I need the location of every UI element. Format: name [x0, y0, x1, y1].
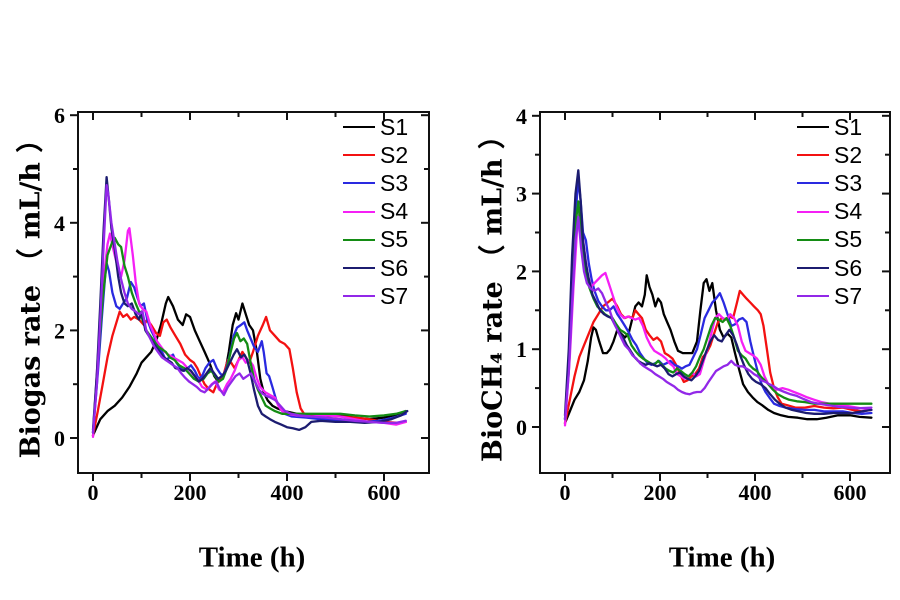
y-tick-label: 2 — [54, 318, 65, 343]
axis-frame — [77, 111, 430, 474]
legend-line-icon — [797, 154, 829, 157]
biogas-legend: S1 S2 S3 S4 S5 S6 S7 — [343, 113, 408, 310]
y-tick-label: 4 — [516, 104, 527, 129]
legend-item-s4: S4 — [797, 198, 862, 226]
legend-line-icon — [797, 126, 829, 129]
legend-line-icon — [343, 182, 375, 185]
legend-line-icon — [797, 182, 829, 185]
legend-item-s4: S4 — [343, 198, 408, 226]
x-tick-label: 0 — [560, 480, 571, 505]
legend-label: S4 — [380, 198, 409, 225]
biogas-x-axis-title: Time (h) — [198, 541, 306, 574]
legend-line-icon — [797, 295, 829, 298]
y-tick-label: 1 — [516, 337, 527, 362]
x-tick-label: 200 — [644, 480, 677, 505]
legend-item-s1: S1 — [797, 113, 862, 141]
legend-item-s5: S5 — [343, 226, 408, 254]
legend-item-s7: S7 — [797, 282, 862, 310]
legend-line-icon — [343, 210, 375, 213]
x-tick-label: 400 — [271, 480, 304, 505]
axis-frame — [539, 111, 891, 474]
legend-item-s2: S2 — [343, 141, 408, 169]
legend-label: S2 — [380, 141, 409, 168]
legend-item-s5: S5 — [797, 226, 862, 254]
x-tick-label: 600 — [834, 480, 867, 505]
series-line-s7 — [563, 215, 873, 421]
bioch4-legend: S1 S2 S3 S4 S5 S6 S7 — [797, 113, 862, 310]
legend-line-icon — [343, 126, 375, 129]
series-line-s1 — [563, 274, 873, 425]
y-tick-label: 4 — [54, 211, 65, 236]
series-line-s3 — [563, 176, 873, 421]
x-tick-label: 400 — [739, 480, 772, 505]
y-tick-label: 6 — [54, 103, 65, 128]
legend-label: S7 — [834, 282, 863, 309]
legend-item-s6: S6 — [797, 254, 862, 282]
series-line-s7 — [91, 183, 407, 434]
legend-label: S5 — [834, 226, 863, 253]
y-tick-label: 0 — [516, 415, 527, 440]
legend-item-s1: S1 — [343, 113, 408, 141]
legend-item-s2: S2 — [797, 141, 862, 169]
y-tick-label: 3 — [516, 182, 527, 207]
legend-item-s7: S7 — [343, 282, 408, 310]
legend-label: S4 — [834, 198, 863, 225]
legend-label: S6 — [380, 254, 409, 281]
series-line-s6 — [91, 175, 409, 432]
y-tick-label: 0 — [54, 426, 65, 451]
legend-line-icon — [343, 295, 375, 298]
bioch4-y-axis-title: BioCH₄ rate （ mL/h ） — [477, 122, 509, 462]
legend-line-icon — [797, 210, 829, 213]
legend-label: S2 — [834, 141, 863, 168]
series-line-s6 — [563, 169, 873, 417]
legend-line-icon — [343, 154, 375, 157]
legend-line-icon — [343, 267, 375, 270]
bioch4-x-axis-title: Time (h) — [668, 541, 776, 574]
legend-label: S3 — [834, 169, 863, 196]
x-tick-label: 0 — [88, 480, 99, 505]
legend-item-s3: S3 — [797, 169, 862, 197]
legend-label: S1 — [380, 113, 409, 140]
legend-line-icon — [797, 267, 829, 270]
legend-label: S1 — [834, 113, 863, 140]
legend-item-s3: S3 — [343, 169, 408, 197]
legend-label: S7 — [380, 282, 409, 309]
y-tick-label: 2 — [516, 259, 527, 284]
legend-item-s6: S6 — [343, 254, 408, 282]
legend-line-icon — [797, 238, 829, 241]
x-tick-label: 600 — [368, 480, 401, 505]
legend-label: S3 — [380, 169, 409, 196]
legend-label: S5 — [380, 226, 409, 253]
legend-label: S6 — [834, 254, 863, 281]
x-tick-label: 200 — [174, 480, 207, 505]
legend-line-icon — [343, 238, 375, 241]
